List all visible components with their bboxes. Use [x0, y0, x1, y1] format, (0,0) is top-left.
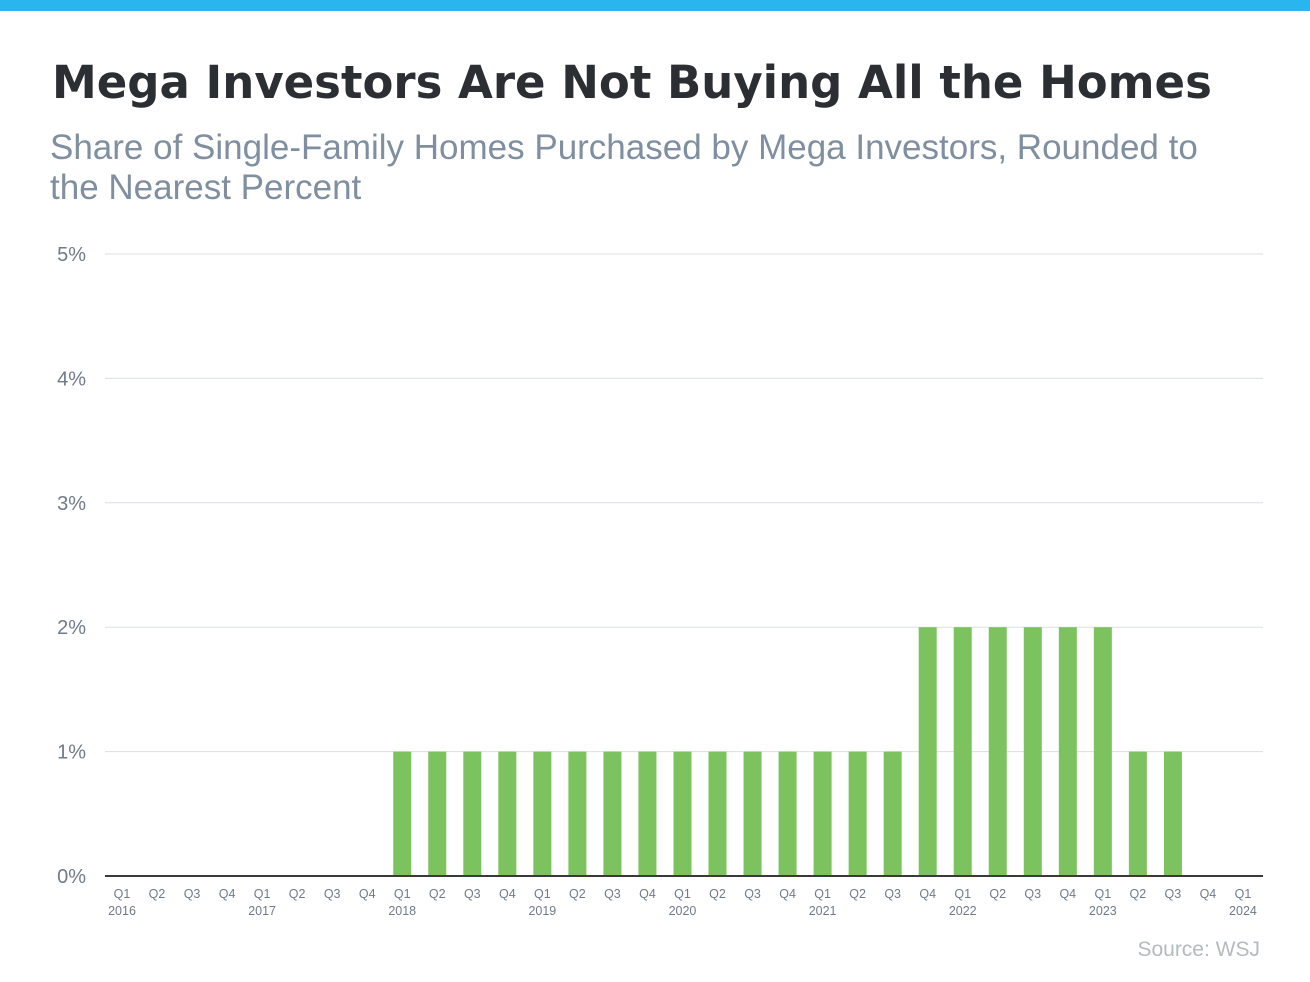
x-tick-quarter-label: Q3	[184, 887, 201, 901]
x-tick-quarter-label: Q3	[744, 887, 761, 901]
x-tick-year-label: 2022	[949, 904, 977, 918]
y-tick-label: 4%	[57, 368, 86, 390]
chart-subtitle: Share of Single-Family Homes Purchased b…	[50, 128, 1198, 207]
x-tick-year-label: 2018	[388, 904, 416, 918]
x-tick-quarter-label: Q2	[149, 887, 166, 901]
y-tick-label: 5%	[57, 244, 86, 266]
bar	[603, 751, 622, 876]
source-note: Source: WSJ	[1137, 938, 1260, 961]
x-tick-quarter-label: Q3	[604, 887, 621, 901]
x-tick-quarter-label: Q3	[884, 887, 901, 901]
x-tick-quarter-label: Q1	[254, 887, 271, 901]
x-tick-quarter-label: Q3	[324, 887, 341, 901]
x-tick-quarter-label: Q4	[219, 887, 236, 901]
y-tick-label: 3%	[57, 493, 86, 515]
x-tick-quarter-label: Q1	[954, 887, 971, 901]
x-tick-quarter-label: Q2	[989, 887, 1006, 901]
chart-title: Mega Investors Are Not Buying All the Ho…	[52, 56, 1212, 109]
y-tick-label: 1%	[57, 742, 86, 764]
bar	[708, 751, 727, 876]
bar	[1058, 627, 1077, 876]
x-tick-quarter-label: Q4	[639, 887, 656, 901]
x-tick-year-label: 2019	[528, 904, 556, 918]
x-tick-quarter-label: Q1	[534, 887, 551, 901]
bar	[988, 627, 1007, 876]
bar	[1128, 751, 1147, 876]
y-tick-label: 0%	[57, 866, 86, 888]
x-tick-year-label: 2020	[669, 904, 697, 918]
x-tick-quarter-label: Q4	[499, 887, 516, 901]
bar	[568, 751, 587, 876]
x-tick-quarter-label: Q1	[1235, 887, 1252, 901]
bar	[883, 751, 902, 876]
bar	[953, 627, 972, 876]
bar	[533, 751, 552, 876]
x-tick-quarter-label: Q1	[1094, 887, 1111, 901]
bar	[673, 751, 692, 876]
x-tick-quarter-label: Q1	[814, 887, 831, 901]
x-tick-quarter-label: Q1	[674, 887, 691, 901]
x-tick-quarter-label: Q2	[709, 887, 726, 901]
bar	[813, 751, 832, 876]
bar	[393, 751, 412, 876]
x-tick-quarter-label: Q3	[1165, 887, 1182, 901]
x-tick-year-label: 2021	[809, 904, 837, 918]
bar	[428, 751, 447, 876]
x-tick-quarter-label: Q2	[429, 887, 446, 901]
x-tick-quarter-label: Q2	[569, 887, 586, 901]
bar	[1093, 627, 1112, 876]
x-tick-quarter-label: Q1	[114, 887, 131, 901]
x-tick-quarter-label: Q2	[1130, 887, 1147, 901]
x-tick-quarter-label: Q3	[1024, 887, 1041, 901]
x-tick-quarter-label: Q3	[464, 887, 481, 901]
bar	[638, 751, 657, 876]
bar	[463, 751, 482, 876]
x-tick-quarter-label: Q4	[919, 887, 936, 901]
bar	[1023, 627, 1042, 876]
x-tick-quarter-label: Q2	[849, 887, 866, 901]
bar	[498, 751, 517, 876]
x-tick-year-label: 2023	[1089, 904, 1117, 918]
x-tick-quarter-label: Q4	[1200, 887, 1217, 901]
y-tick-label: 2%	[57, 617, 86, 639]
bar	[778, 751, 797, 876]
x-tick-year-label: 2024	[1229, 904, 1257, 918]
x-tick-quarter-label: Q4	[359, 887, 376, 901]
bar	[918, 627, 937, 876]
bar	[848, 751, 867, 876]
x-tick-quarter-label: Q2	[289, 887, 306, 901]
bar	[743, 751, 762, 876]
x-tick-quarter-label: Q1	[394, 887, 411, 901]
top-accent-bar	[0, 0, 1310, 11]
x-tick-year-label: 2016	[108, 904, 136, 918]
x-tick-quarter-label: Q4	[779, 887, 796, 901]
x-tick-quarter-label: Q4	[1059, 887, 1076, 901]
bar	[1163, 751, 1182, 876]
x-tick-year-label: 2017	[248, 904, 276, 918]
